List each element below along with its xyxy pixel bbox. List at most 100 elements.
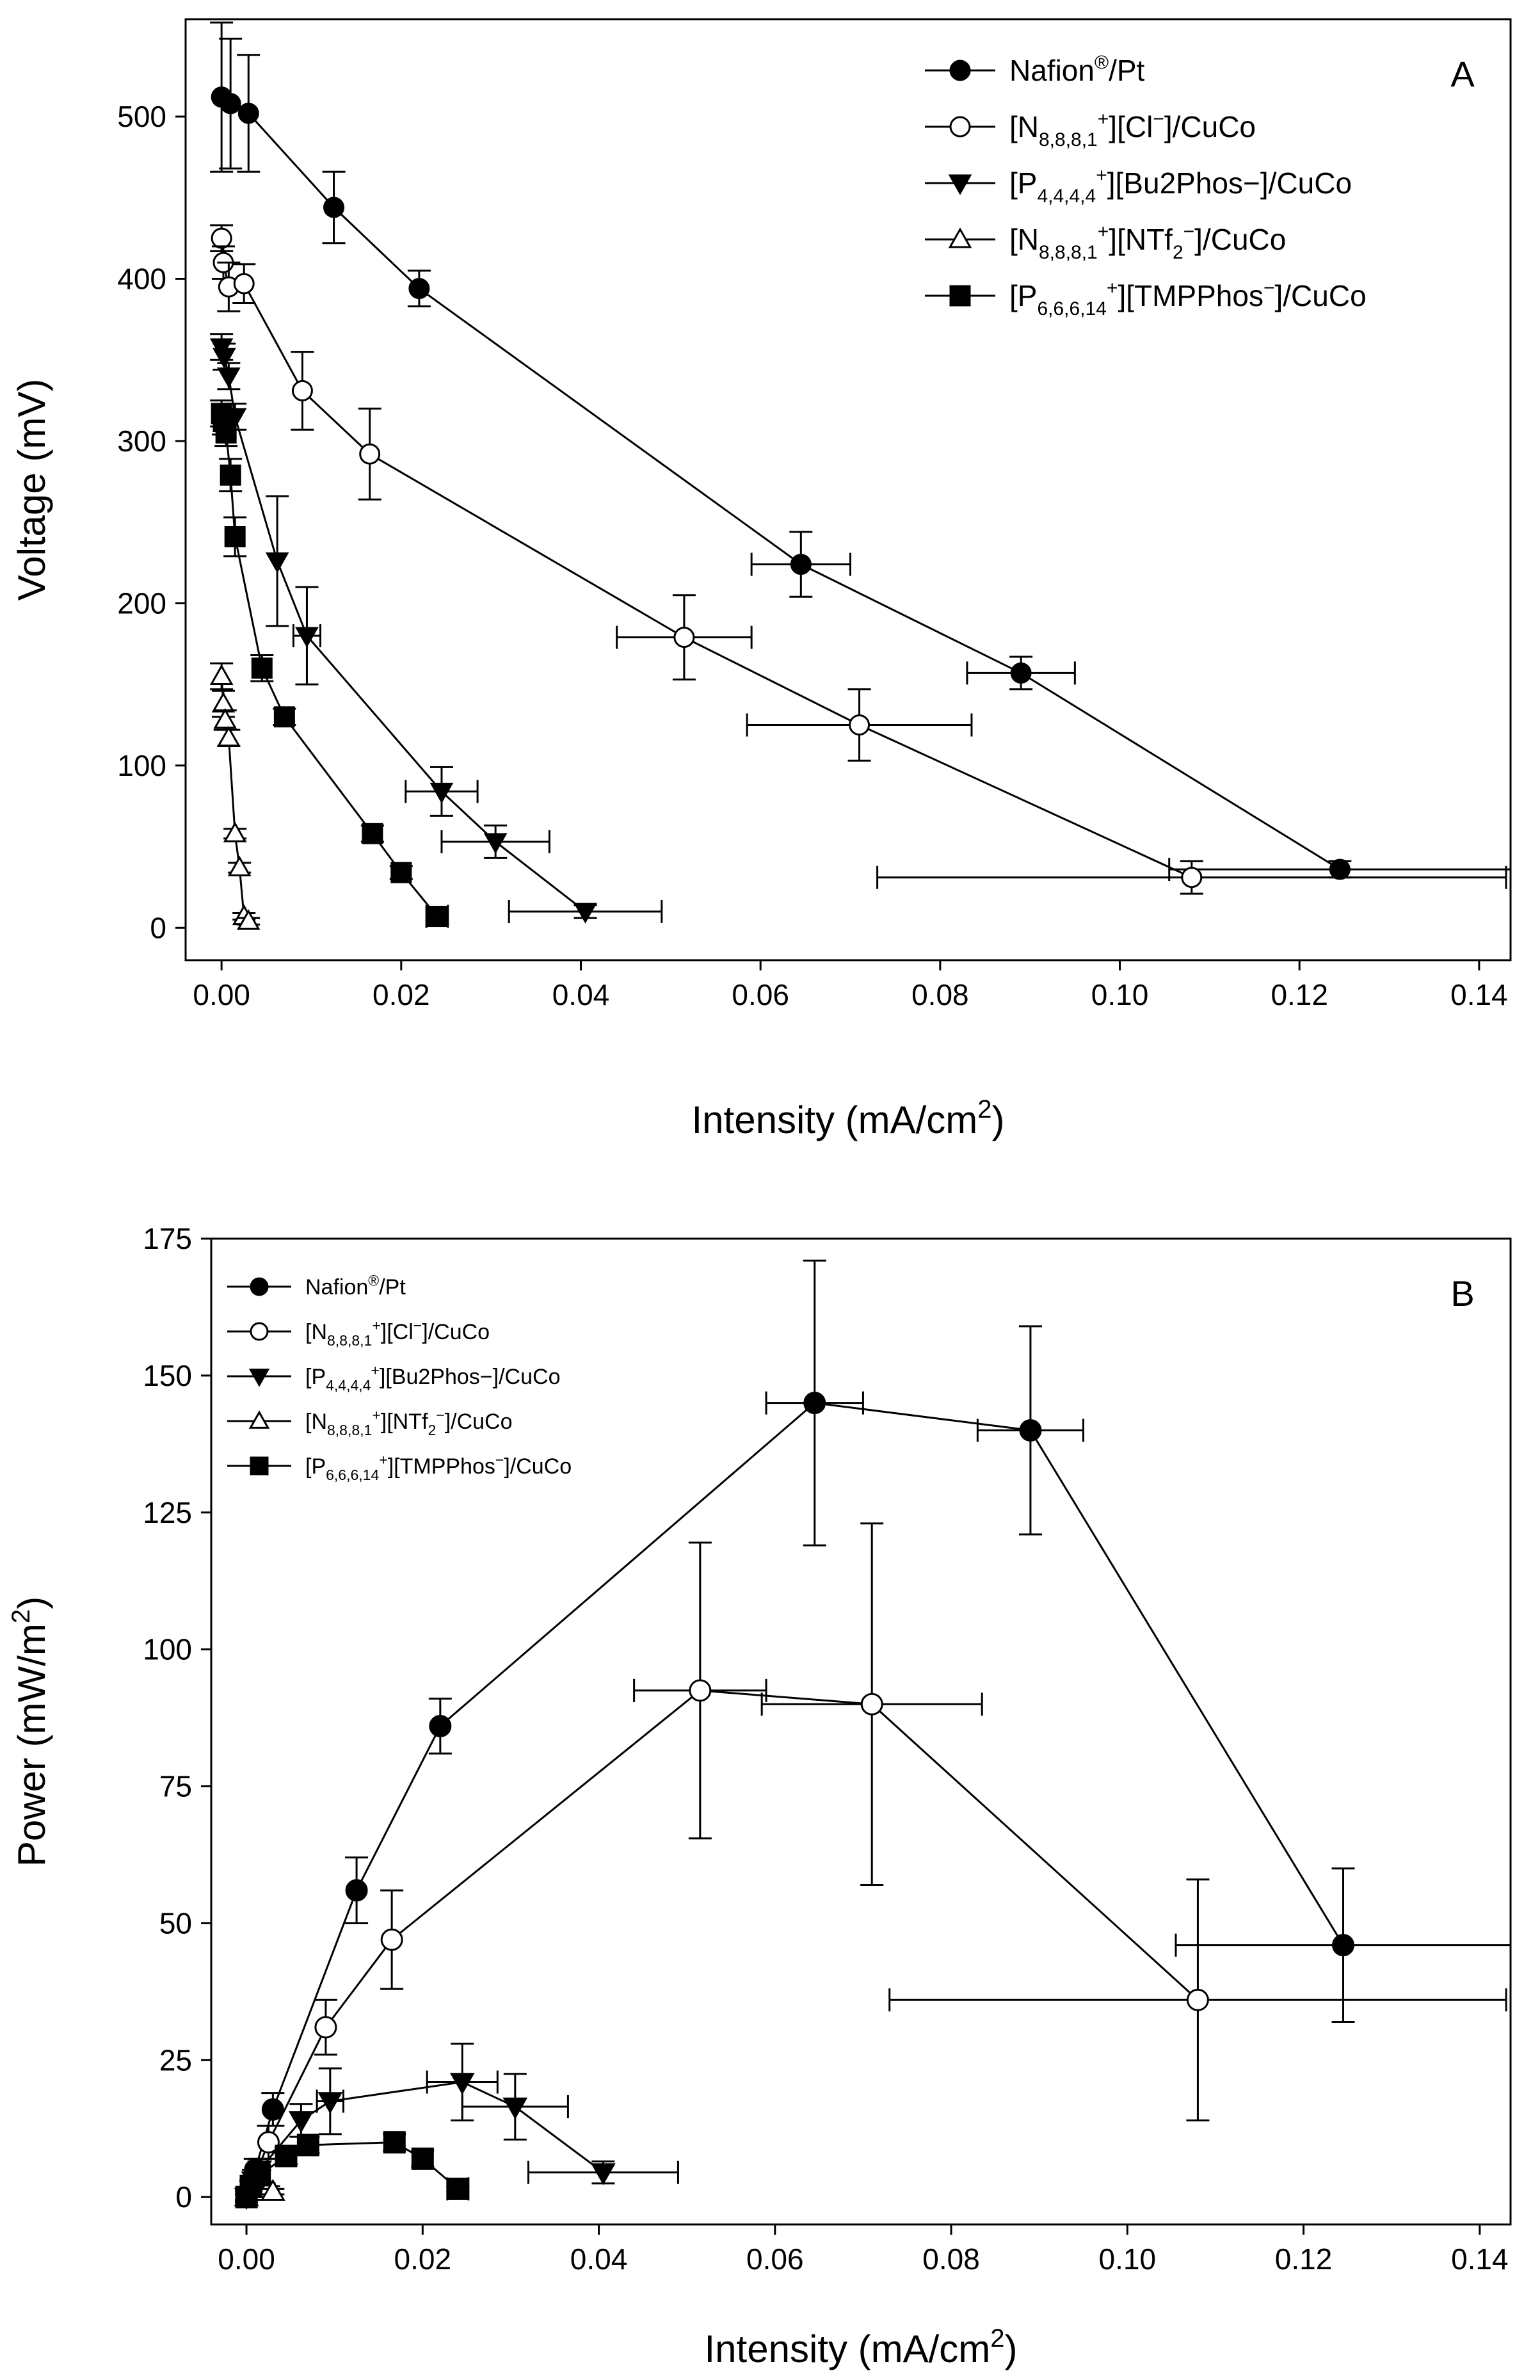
data-point: [251, 657, 273, 679]
data-point: [1329, 858, 1351, 880]
panel-a-x-ticks: 0.00 0.02 0.04 0.06 0.08 0.10 0.12 0.14: [193, 960, 1508, 1011]
legend-marker: [248, 1369, 270, 1387]
legend-label: [N8,8,8,1+][NTf2−]/CuCo: [305, 1406, 513, 1438]
x-tick-label: 0.08: [922, 2242, 980, 2276]
legend-item: [N8,8,8,1+][Cl−]/CuCo: [227, 1317, 490, 1349]
y-tick-label: 25: [159, 2043, 192, 2077]
legend-item: [N8,8,8,1+][NTf2−]/CuCo: [925, 221, 1286, 263]
panel-a: 0.00 0.02 0.04 0.06 0.08 0.10 0.12 0.14 0 100 200…: [10, 18, 1512, 1141]
y-tick-label: 125: [143, 1496, 192, 1529]
y-tick-label: 300: [117, 424, 166, 458]
legend-label: [P6,6,6,14+][TMPPhos−]/CuCo: [1009, 278, 1367, 319]
data-point: [383, 2131, 406, 2154]
x-tick-label: 0.06: [732, 978, 789, 1011]
data-point: [390, 862, 412, 883]
data-point: [345, 1879, 368, 1902]
data-point: [295, 627, 319, 648]
data-point: [236, 909, 261, 930]
x-tick-label: 0.14: [1450, 978, 1508, 1011]
data-point: [323, 197, 345, 218]
legend-label: [P6,6,6,14+][TMPPhos−]/CuCo: [305, 1451, 572, 1483]
legend-label: [P4,4,4,4+][Bu2Phos−]/CuCo: [305, 1362, 560, 1394]
data-point: [317, 2092, 343, 2114]
data-point: [217, 367, 241, 389]
y-tick-label: 75: [159, 1770, 192, 1803]
legend-item: [P4,4,4,4+][Bu2Phos−]/CuCo: [925, 165, 1352, 207]
data-point: [689, 1679, 712, 1702]
panel-a-y-axis-label: Voltage (mV): [10, 379, 53, 601]
y-tick-label: 150: [143, 1359, 192, 1392]
data-point: [220, 93, 241, 115]
legend-marker: [949, 60, 971, 81]
data-point: [220, 464, 241, 486]
panel-b: 0.00 0.02 0.04 0.06 0.08 0.10 0.12 0.14 0 25 50 75…: [7, 1222, 1512, 2370]
legend-label: [P4,4,4,4+][Bu2Phos−]/CuCo: [1009, 165, 1352, 207]
y-tick-label: 100: [143, 1633, 192, 1666]
y-tick-label: 175: [143, 1222, 192, 1255]
legend-label: Nafion®/Pt: [305, 1272, 406, 1299]
data-point: [673, 627, 695, 648]
data-point: [260, 2178, 285, 2201]
x-tick-label: 0.14: [1451, 2242, 1509, 2276]
data-point: [227, 855, 252, 877]
panel-a-legend: Nafion®/Pt [N8,8,8,1+][Cl−]/CuCo [P4,4,4,4…: [925, 52, 1367, 319]
data-point: [213, 348, 236, 369]
legend-label: [N8,8,8,1+][Cl−]/CuCo: [305, 1317, 490, 1349]
data-point: [860, 1693, 883, 1716]
legend-marker: [250, 1277, 269, 1296]
data-point: [211, 227, 232, 249]
panel-b-y-ticks: 0 25 50 75 100 125 150 175: [143, 1222, 211, 2214]
data-point: [275, 2144, 298, 2167]
legend-marker: [948, 174, 972, 195]
panel-a-plot-frame: [184, 18, 1512, 961]
x-tick-label: 0.10: [1091, 978, 1149, 1011]
data-point: [224, 526, 246, 547]
data-point: [1010, 662, 1032, 684]
x-tick-label: 0.02: [394, 2242, 452, 2276]
y-tick-label: 0: [175, 2180, 192, 2214]
data-point: [289, 2111, 314, 2134]
data-point: [359, 443, 381, 465]
data-point: [248, 2164, 271, 2187]
data-point: [215, 422, 237, 444]
data-point: [1181, 867, 1203, 888]
data-point: [483, 833, 508, 854]
legend-item: Nafion®/Pt: [227, 1272, 406, 1299]
y-tick-label: 400: [117, 262, 166, 296]
y-tick-label: 200: [117, 586, 166, 620]
data-point: [446, 2177, 469, 2200]
data-point: [273, 706, 295, 728]
panel-b-legend: Nafion®/Pt [N8,8,8,1+][Cl−]/CuCo [P4,4,4,4…: [227, 1272, 572, 1483]
data-point: [803, 1392, 826, 1415]
data-point: [849, 714, 870, 736]
data-point: [257, 2131, 280, 2154]
panel-a-series: [209, 21, 1512, 930]
legend-label: [N8,8,8,1+][Cl−]/CuCo: [1009, 109, 1256, 150]
data-point: [265, 552, 289, 574]
data-point: [314, 2016, 337, 2039]
legend-marker: [949, 285, 971, 307]
x-tick-label: 0.02: [373, 978, 430, 1011]
data-point: [217, 725, 241, 747]
data-point: [429, 782, 454, 804]
y-tick-label: 100: [117, 749, 166, 782]
x-tick-label: 0.04: [552, 978, 610, 1011]
series-3: [209, 662, 261, 930]
x-tick-label: 0.08: [911, 978, 969, 1011]
panel-b-x-axis-label: Intensity (mA/cm2): [705, 2324, 1018, 2370]
series-1: [210, 224, 1507, 895]
legend-label: Nafion®/Pt: [1009, 52, 1145, 87]
data-point: [223, 821, 247, 842]
x-tick-label: 0.06: [746, 2242, 804, 2276]
series-4: [210, 399, 449, 928]
panel-b-label: B: [1450, 1273, 1474, 1314]
x-tick-label: 0.10: [1099, 2242, 1157, 2276]
data-point: [380, 1928, 403, 1951]
data-point: [426, 906, 448, 928]
data-point: [1019, 1419, 1042, 1442]
data-point: [1186, 1988, 1209, 2011]
x-tick-label: 0.00: [193, 978, 250, 1011]
data-point: [261, 2098, 284, 2121]
data-point: [790, 554, 812, 575]
